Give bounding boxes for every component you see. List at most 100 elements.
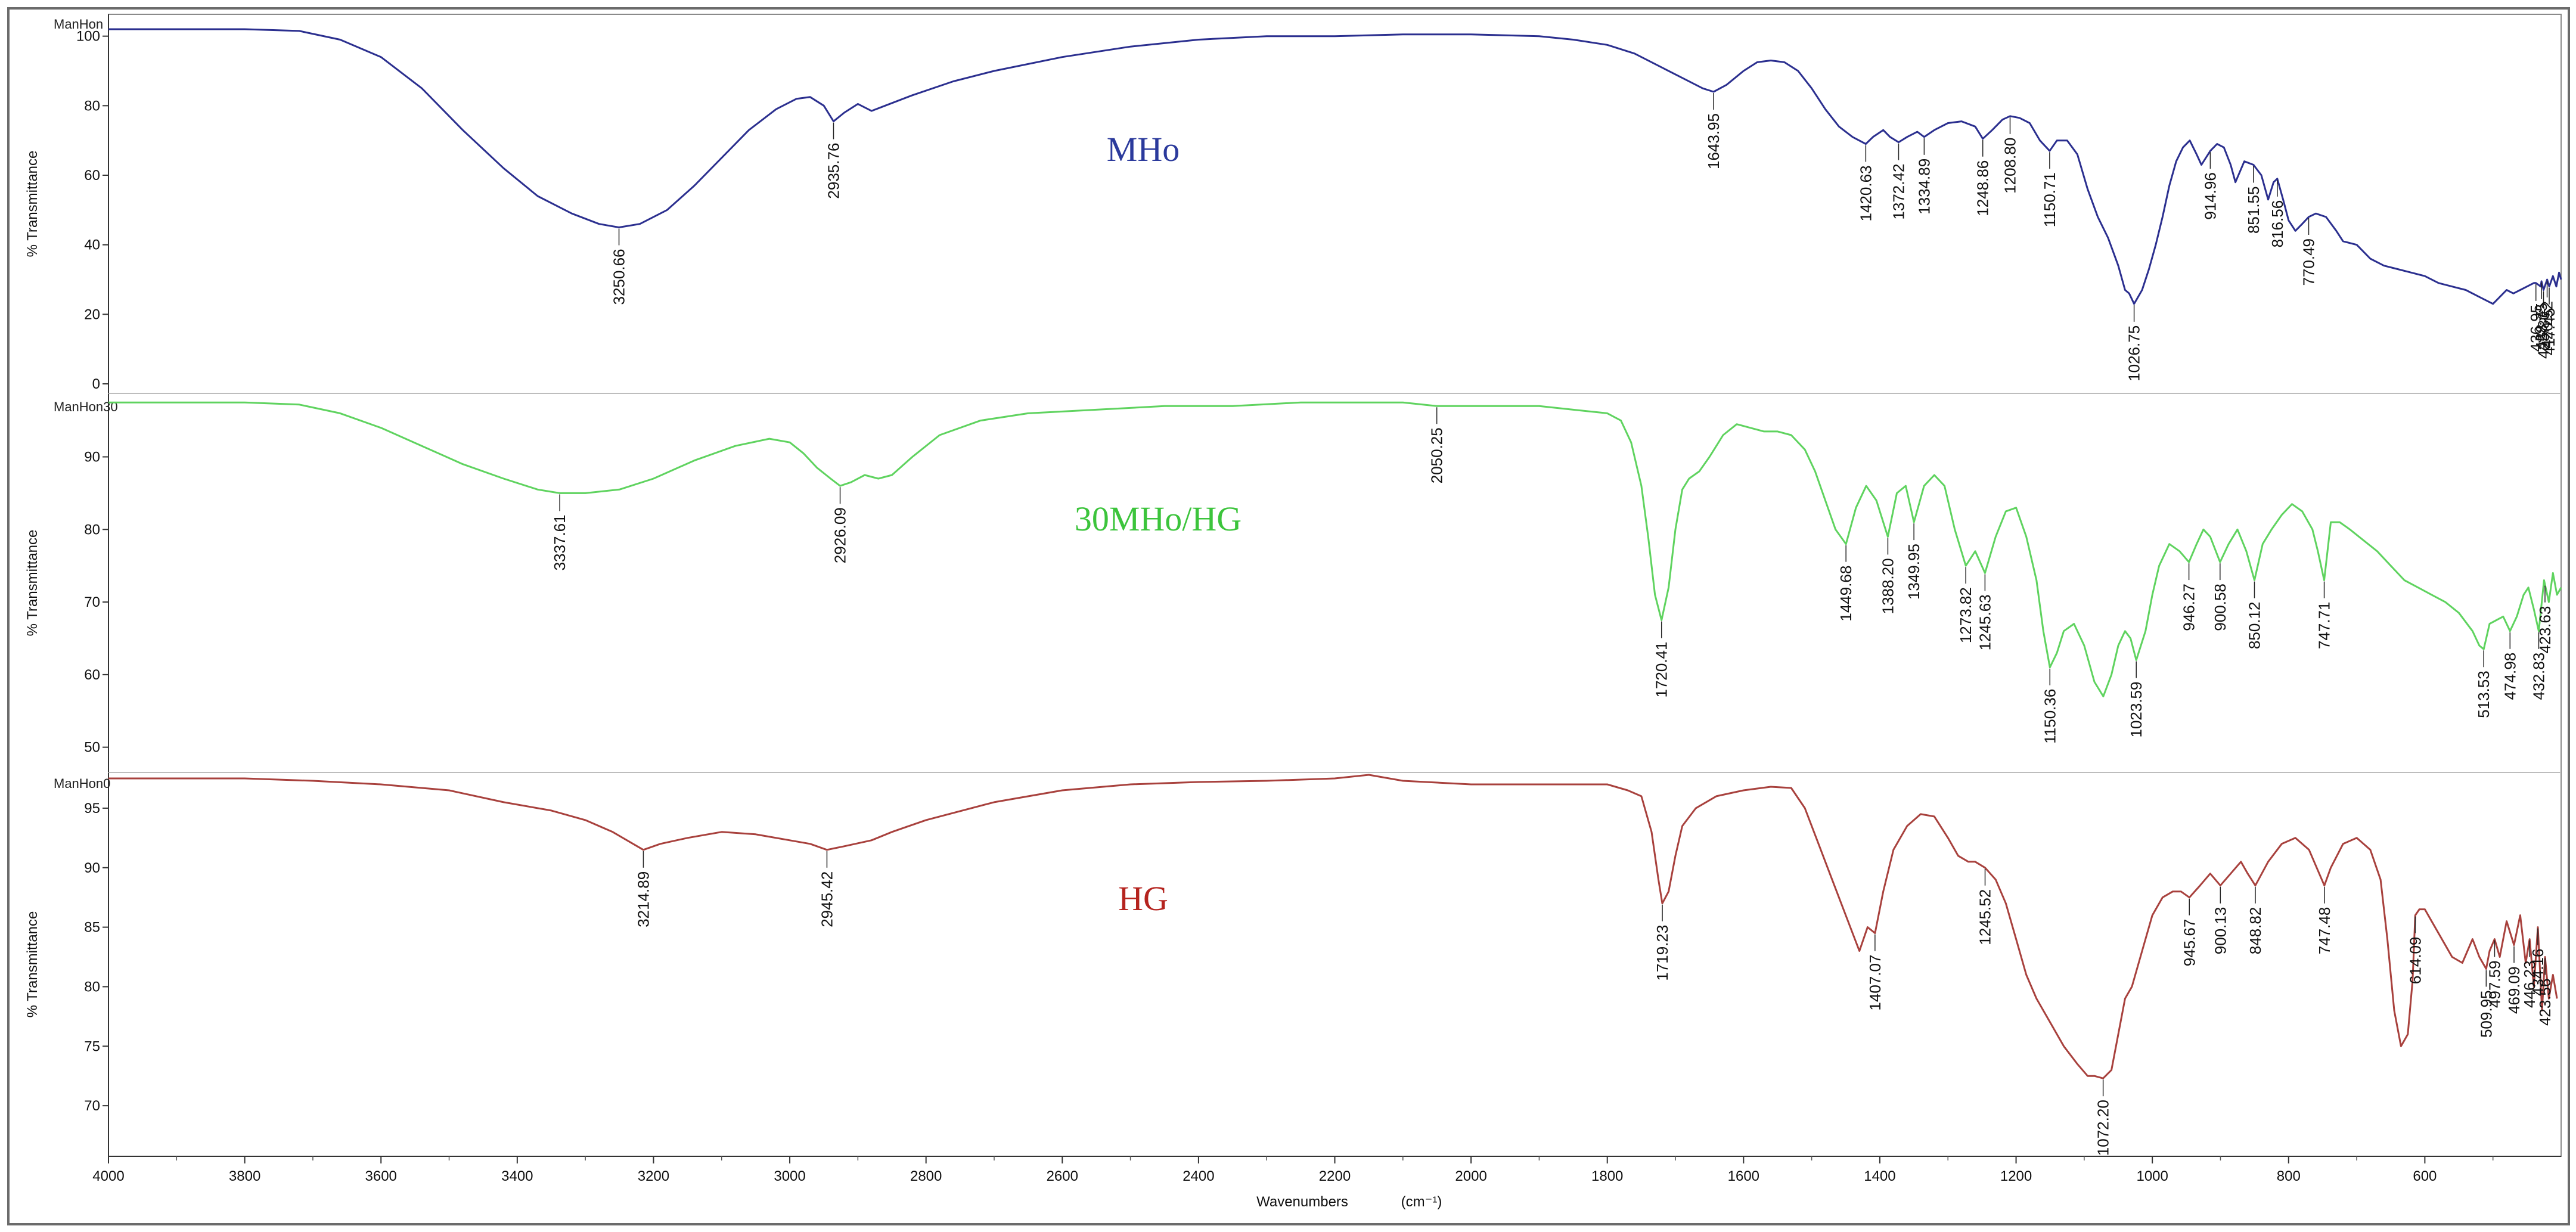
y-axis-label: % Transmittance [24,530,41,637]
x-tick-label: 4000 [92,1168,124,1184]
x-tick-label: 800 [2277,1168,2301,1184]
peak-label: 497.59 [2485,961,2503,1008]
peak-label: 1026.75 [2125,325,2143,381]
x-tick-label: 2400 [1183,1168,1214,1184]
peak-label: 1407.07 [1866,955,1884,1011]
x-tick-label: 1600 [1728,1168,1759,1184]
spectrum-line [108,401,2562,697]
y-tick-label: 70 [84,1098,100,1114]
peak-label: 469.09 [2505,967,2523,1014]
peak-label: 1248.86 [1974,160,1992,216]
y-axis-label: % Transmittance [24,911,41,1018]
peak-label: 1273.82 [1957,587,1975,643]
peak-label: 1643.95 [1705,113,1722,169]
peak-label: 2935.76 [824,143,842,199]
y-tick-label: 100 [76,29,100,45]
peak-label: 1208.80 [2001,138,2019,194]
series-label: 30MHo/HG [1075,499,1242,538]
peak-label: 914.96 [2201,172,2219,220]
peak-label: 945.67 [2180,919,2198,967]
series-label: HG [1118,879,1168,918]
y-tick-label: 80 [84,522,100,538]
peak-label: 417.45 [2540,308,2558,356]
y-tick-label: 60 [84,667,100,683]
x-axis-unit: (cm⁻¹) [1401,1194,1442,1210]
peak-label: 1150.71 [2041,172,2059,227]
peak-label: 428.75 [2532,303,2550,350]
peak-label: 900.58 [2211,584,2229,631]
y-tick-label: 40 [84,237,100,253]
sample-name: ManHon0 [54,776,110,791]
x-tick-label: 1200 [2000,1168,2032,1184]
peak-label: 474.98 [2501,653,2519,700]
x-tick-label: 3800 [229,1168,260,1184]
x-tick-label: 2000 [1455,1168,1486,1184]
y-tick-label: 80 [84,979,100,995]
peak-label: 425.80 [2535,312,2553,359]
peak-label: 1334.89 [1915,159,1933,215]
x-tick-label: 3600 [365,1168,397,1184]
peak-label: 747.71 [2316,602,2333,650]
peak-label: 423.56 [2536,979,2554,1026]
peak-label: 946.27 [2180,584,2198,631]
sample-name: ManHon [54,17,103,32]
panel-manhon: 0 20 40 60 80 100 % Transmittance ManHon 3250.66… [24,14,2562,393]
peak-label: 3250.66 [610,249,628,305]
x-tick-label: 1000 [2136,1168,2168,1184]
peak-label: 434.16 [2529,949,2547,997]
y-tick-label: 90 [84,860,100,876]
y-tick-label: 70 [84,594,100,610]
x-tick-label: 2800 [910,1168,942,1184]
peak-label: 900.13 [2211,907,2229,955]
x-tick-label: 1800 [1591,1168,1623,1184]
peak-label: 1150.36 [2041,689,2059,744]
peak-label: 1245.63 [1976,594,1994,650]
peak-label: 1245.52 [1976,889,1994,945]
x-tick-label: 600 [2413,1168,2437,1184]
peak-label: 848.82 [2246,907,2264,955]
peak-label: 1719.23 [1653,925,1671,981]
peak-label: 3214.89 [634,871,652,927]
y-tick-label: 80 [84,98,100,114]
y-tick-label: 85 [84,920,100,936]
y-tick-label: 75 [84,1038,100,1054]
peak-label: 1349.95 [1905,544,1923,600]
x-tick-label: 1400 [1864,1168,1895,1184]
x-axis-label: Wavenumbers [1256,1194,1348,1210]
peak-label: 816.56 [2268,200,2286,248]
peak-label: 3337.61 [551,514,569,570]
y-tick-label: 90 [84,449,100,466]
y-tick-label: 20 [84,306,100,322]
sample-name: ManHon30 [54,399,118,414]
peak-label: 420.52 [2538,301,2556,349]
x-tick-label: 3000 [774,1168,805,1184]
peak-label: 1388.20 [1879,558,1897,614]
peak-label: 851.55 [2245,187,2262,234]
peak-label: 1449.68 [1837,566,1855,622]
peak-label: 1372.42 [1889,164,1907,220]
peak-label: 1023.59 [2127,682,2145,738]
x-tick-label: 3400 [501,1168,533,1184]
peak-label: 513.53 [2475,671,2493,718]
peak-label: 446.23 [2521,961,2538,1008]
peak-label: 436.95 [2527,305,2545,352]
y-tick-label: 95 [84,800,100,817]
y-tick-label: 0 [92,376,100,392]
y-tick-label: 60 [84,167,100,184]
peak-label: 423.63 [2536,606,2554,654]
peak-label: 770.49 [2300,238,2318,286]
peak-label: 1720.41 [1653,642,1671,698]
spectrum-line [108,28,2562,305]
peak-label: 2926.09 [831,507,849,563]
series-label: MHo [1107,130,1180,169]
peak-label: 614.09 [2406,937,2424,985]
peak-label: 509.95 [2477,990,2495,1038]
x-tick-label: 2600 [1047,1168,1078,1184]
peak-label: 432.83 [2530,653,2547,700]
y-axis-label: % Transmittance [24,151,41,257]
panel-manhon30: 50 60 70 80 90 % Transmittance ManHon30 3337.61… [24,393,2562,772]
peak-label: 850.12 [2245,602,2263,650]
peak-label: 1072.20 [2094,1100,2112,1156]
x-axis: 4000 3800 3600 3400 3200 3000 2800 2600 2400 2200… [92,1156,2561,1184]
